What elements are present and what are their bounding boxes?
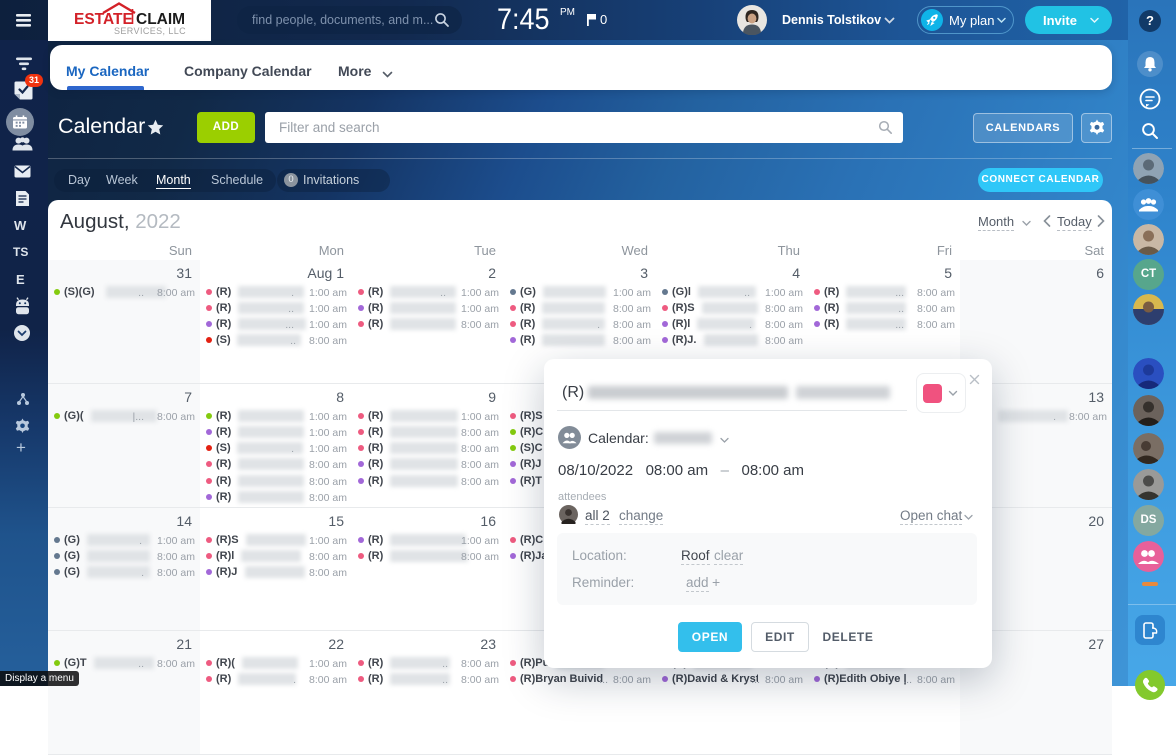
svg-text:ESTATE: ESTATE: [74, 11, 133, 28]
svg-text:CLAIM: CLAIM: [136, 11, 185, 28]
svg-text:SERVICES, LLC: SERVICES, LLC: [114, 26, 186, 36]
